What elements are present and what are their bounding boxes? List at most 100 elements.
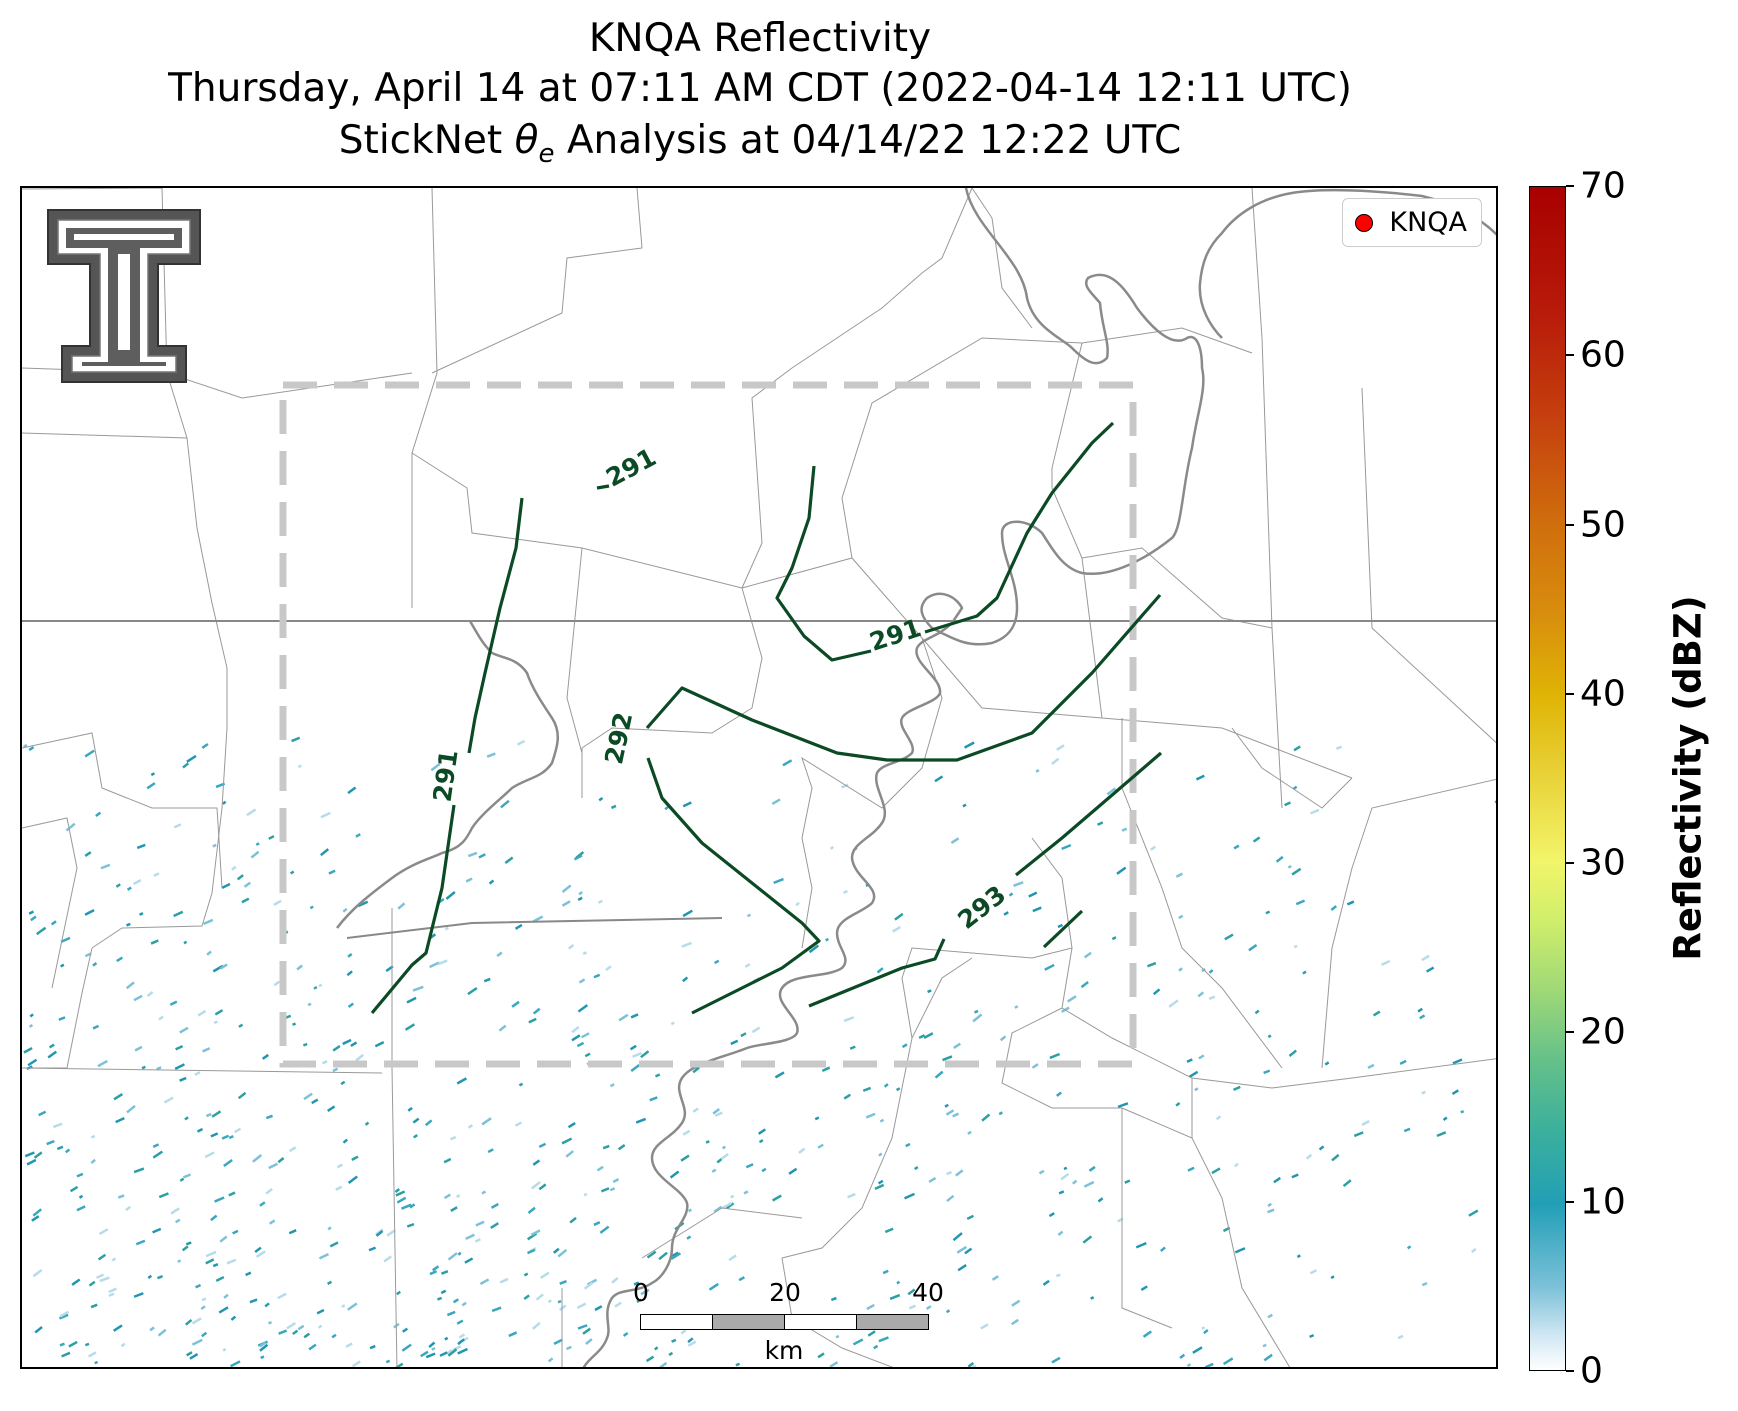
echo-pixel (998, 1111, 1003, 1116)
echo-pixel (1008, 892, 1014, 897)
echo-pixel (511, 1000, 520, 1008)
echo-pixel (528, 1017, 537, 1024)
echo-pixel (751, 1026, 761, 1034)
echo-pixel (219, 1235, 228, 1243)
echo-pixel (474, 1238, 481, 1243)
echo-pixel (201, 742, 209, 749)
echo-pixel (88, 1280, 96, 1287)
echo-pixel (59, 1310, 70, 1318)
echo-pixel (1116, 866, 1127, 875)
echo-pixel (889, 1293, 901, 1301)
echo-pixel (535, 1293, 544, 1301)
echo-pixel (670, 1252, 682, 1260)
echo-pixel (481, 1190, 487, 1195)
echo-pixel (412, 1117, 420, 1124)
echo-pixel (32, 1268, 43, 1278)
echo-pixel (221, 1134, 230, 1140)
echo-pixel (108, 1287, 117, 1294)
echo-pixel (705, 1140, 710, 1144)
echo-pixel (292, 1022, 296, 1026)
echo-pixel (547, 1299, 552, 1304)
echo-pixel (475, 1220, 485, 1227)
echo-pixel (1083, 1180, 1095, 1188)
echo-pixel (313, 985, 318, 990)
echo-pixel (713, 1205, 723, 1213)
echo-pixel (632, 1051, 643, 1058)
scale-segment (784, 1314, 857, 1330)
echo-pixel (559, 1280, 567, 1285)
echo-pixel (1208, 969, 1214, 974)
echo-pixel (593, 973, 601, 979)
echo-pixel (259, 1341, 267, 1348)
echo-pixel (125, 922, 131, 927)
echo-pixel (847, 1192, 856, 1199)
echo-pixel (320, 848, 330, 857)
echo-pixel (1215, 1115, 1222, 1121)
echo-pixel (576, 1041, 585, 1048)
echo-pixel (126, 1104, 136, 1114)
echo-pixel (490, 1202, 499, 1209)
echo-pixel (432, 1265, 440, 1272)
echo-pixel (23, 743, 28, 748)
echo-pixel (664, 805, 669, 811)
echo-pixel (583, 1192, 588, 1197)
echo-pixel (758, 1128, 767, 1135)
echo-pixel (944, 1103, 949, 1108)
echo-pixel (653, 1346, 659, 1351)
echo-pixel (795, 901, 800, 907)
echo-pixel (1146, 961, 1157, 968)
echo-pixel (189, 1353, 199, 1360)
colorbar-title: Reflectivity (dBZ) (1666, 595, 1710, 961)
echo-pixel (962, 803, 967, 808)
echo-pixel (125, 981, 135, 990)
echo-pixel (173, 823, 182, 829)
echo-pixel (241, 897, 250, 904)
echo-pixel (1451, 1089, 1459, 1096)
echo-pixel (973, 1009, 979, 1014)
echo-pixel (926, 1305, 932, 1310)
colorbar-tick-label: 60 (1580, 334, 1626, 376)
echo-pixel (516, 739, 526, 746)
echo-pixel (437, 959, 448, 966)
echo-pixel (157, 1275, 164, 1280)
echo-pixel (146, 990, 154, 998)
echo-pixel (1263, 1353, 1273, 1362)
echo-pixel (1309, 1333, 1315, 1339)
echo-pixel (728, 1254, 737, 1262)
echo-pixel (1121, 827, 1128, 832)
echo-pixel (1198, 1054, 1205, 1060)
echo-pixel (1192, 1346, 1203, 1354)
echo-pixel (206, 950, 212, 956)
echo-pixel (865, 1112, 876, 1119)
echo-pixel (682, 801, 692, 808)
echo-pixel (28, 746, 35, 752)
echo-pixel (345, 1342, 353, 1348)
echo-pixel (194, 1071, 201, 1076)
echo-pixel (907, 1288, 916, 1296)
echo-pixel (321, 1060, 328, 1065)
echo-pixel (896, 1087, 901, 1092)
echo-pixel (76, 1172, 84, 1178)
echo-pixel (254, 1246, 262, 1253)
echo-pixel (429, 961, 440, 969)
echo-pixel (901, 1043, 908, 1049)
echo-pixel (255, 842, 260, 846)
echo-pixel (1460, 1110, 1465, 1114)
echo-pixel (1288, 1049, 1297, 1057)
echo-pixel (92, 1024, 100, 1030)
echo-pixel (342, 1138, 349, 1144)
echo-pixel (230, 1315, 237, 1321)
echo-pixel (1421, 954, 1430, 962)
echo-pixel (1179, 1353, 1186, 1359)
echo-pixel (182, 762, 190, 769)
echo-pixel (1194, 1087, 1199, 1092)
echo-pixel (1468, 1209, 1479, 1217)
echo-pixel (96, 1273, 105, 1279)
echo-pixel (117, 1194, 125, 1199)
echo-pixel (1234, 1247, 1246, 1254)
echo-pixel (1031, 1063, 1039, 1069)
echo-pixel (612, 1178, 620, 1184)
echo-pixel (92, 962, 98, 967)
echo-pixel (934, 775, 944, 783)
echo-pixel (332, 1067, 339, 1073)
